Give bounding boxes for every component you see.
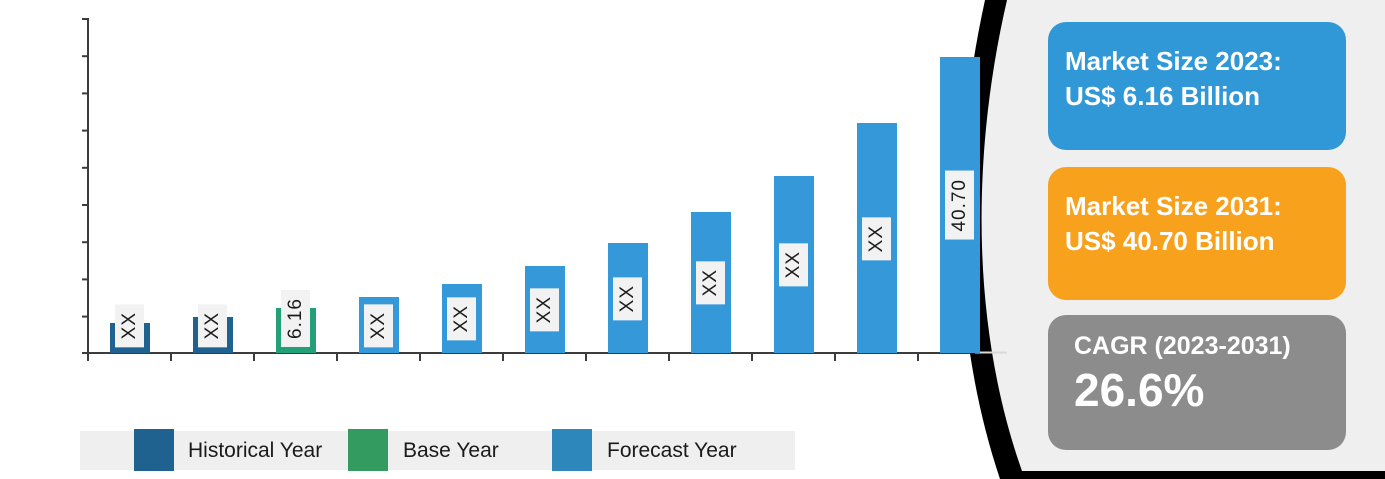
bar-value-label: XX [364,303,393,347]
bar-value-label: XX [115,304,144,348]
legend: Historical Year Base Year Forecast Year [80,429,795,471]
bar-value-label: XX [447,297,476,341]
cagr-card: CAGR (2023-2031) 26.6% [1048,315,1346,450]
cagr-title: CAGR (2023-2031) [1074,332,1291,360]
bar-value-label: 40.70 [945,170,974,240]
chart-area: XX XX 6.16 XX XX XX XX XX XX XX 40.70 [82,18,1002,361]
market-size-2023-card: Market Size 2023: US$ 6.16 Billion [1048,22,1346,150]
market-size-2023-line2: US$ 6.16 Billion [1065,81,1261,111]
bars-layer: XX XX 6.16 XX XX XX XX XX XX XX 40.70 [109,57,980,353]
market-size-2031-line2: US$ 40.70 Billion [1065,226,1275,256]
forecast-year-label: Forecast Year [607,439,737,462]
historical-year-swatch [134,429,174,471]
base-year-swatch [348,429,388,471]
market-size-2031-card: Market Size 2031: US$ 40.70 Billion [1048,167,1346,300]
bar-value-label: XX [779,243,808,287]
market-size-2031-line1: Market Size 2031: [1065,191,1282,221]
bar-value-label: 6.16 [281,290,310,347]
historical-year-label: Historical Year [188,439,323,462]
base-year-label: Base Year [403,439,499,462]
bar-value-label: XX [613,276,642,320]
bar-value-label: XX [862,216,891,260]
bar-value-label: XX [198,304,227,348]
bar-value-label: XX [530,288,559,332]
bar-value-label: XX [696,261,725,305]
market-size-2023-line1: Market Size 2023: [1065,46,1282,76]
cagr-value: 26.6% [1074,364,1205,416]
info-cards: Market Size 2023: US$ 6.16 Billion Marke… [1048,22,1346,450]
forecast-year-swatch [552,429,592,471]
